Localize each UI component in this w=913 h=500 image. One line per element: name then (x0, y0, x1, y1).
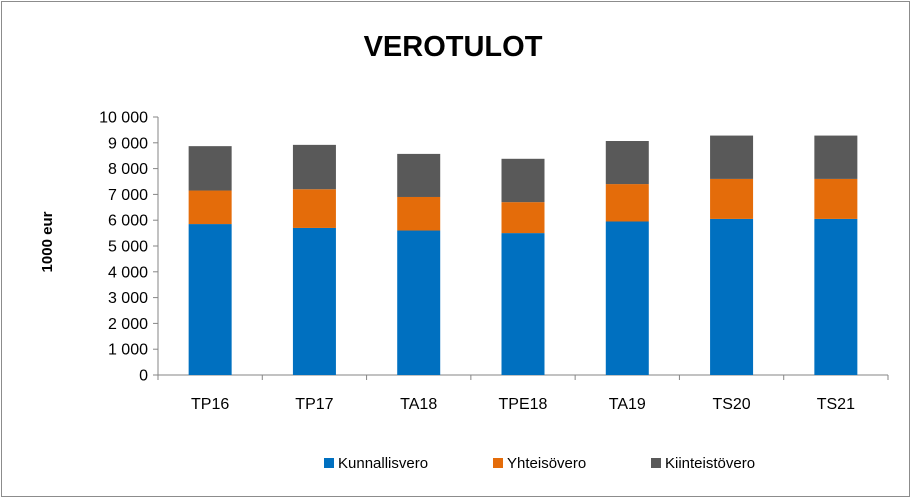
x-tick-label: TPE18 (499, 396, 548, 413)
y-tick-label: 8 000 (108, 161, 148, 178)
legend-label: Kiinteistövero (665, 455, 755, 472)
bar-kiinteist-vero-tp17 (292, 144, 336, 190)
legend: Kunnallisvero Yhteisövero Kiinteistövero (324, 455, 755, 472)
legend-label: Yhteisövero (507, 455, 586, 472)
y-tick-label: 2 000 (108, 316, 148, 333)
y-axis-label: 1000 eur (39, 211, 56, 272)
bar-kiinteist-vero-tpe18 (501, 158, 545, 203)
bar-kiinteist-vero-ts20 (710, 135, 754, 179)
legend-swatch (493, 458, 503, 468)
y-tick-label: 4 000 (108, 264, 148, 281)
y-tick-label: 1 000 (108, 342, 148, 359)
bar-kunnallisvero-tpe18 (501, 233, 545, 375)
bar-yhteis-vero-ts20 (710, 178, 754, 219)
legend-swatch (324, 458, 334, 468)
bar-kunnallisvero-ts21 (814, 218, 858, 375)
y-tick-label: 7 000 (108, 187, 148, 204)
x-tick-label: TP17 (295, 396, 333, 413)
bar-kunnallisvero-tp17 (292, 227, 336, 375)
bar-kiinteist-vero-ta19 (605, 140, 649, 185)
bar-kunnallisvero-ts20 (710, 218, 754, 375)
bar-yhteis-vero-ta19 (605, 184, 649, 222)
bar-kiinteist-vero-ta18 (397, 153, 441, 197)
x-tick-label: TP16 (191, 396, 229, 413)
bar-yhteis-vero-tp17 (292, 189, 336, 228)
bar-yhteis-vero-ts21 (814, 178, 858, 219)
x-tick-label: TS20 (712, 396, 750, 413)
plot-area: 0 1 000 2 000 3 000 4 000 5 000 6 000 7 000 8 00… (99, 110, 889, 413)
bar-kunnallisvero-tp16 (188, 224, 232, 375)
x-tick-label: TA18 (400, 396, 437, 413)
bar-kiinteist-vero-ts21 (814, 135, 858, 179)
y-tick-label: 3 000 (108, 290, 148, 307)
y-tick-label: 9 000 (108, 135, 148, 152)
legend-label: Kunnallisvero (338, 455, 428, 472)
bar-kunnallisvero-ta18 (397, 230, 441, 375)
y-tick-label: 0 (139, 368, 148, 385)
y-tick-label: 6 000 (108, 213, 148, 230)
y-tick-label: 10 000 (99, 110, 148, 127)
bar-yhteis-vero-ta18 (397, 196, 441, 231)
x-tick-label: TA19 (609, 396, 646, 413)
chart-title: VEROTULOT (364, 31, 543, 63)
bar-yhteis-vero-tp16 (188, 190, 232, 225)
bar-yhteis-vero-tpe18 (501, 202, 545, 234)
legend-swatch (651, 458, 661, 468)
y-tick-label: 5 000 (108, 239, 148, 256)
bar-kunnallisvero-ta19 (605, 221, 649, 375)
bar-kiinteist-vero-tp16 (188, 146, 232, 191)
x-tick-label: TS21 (817, 396, 855, 413)
